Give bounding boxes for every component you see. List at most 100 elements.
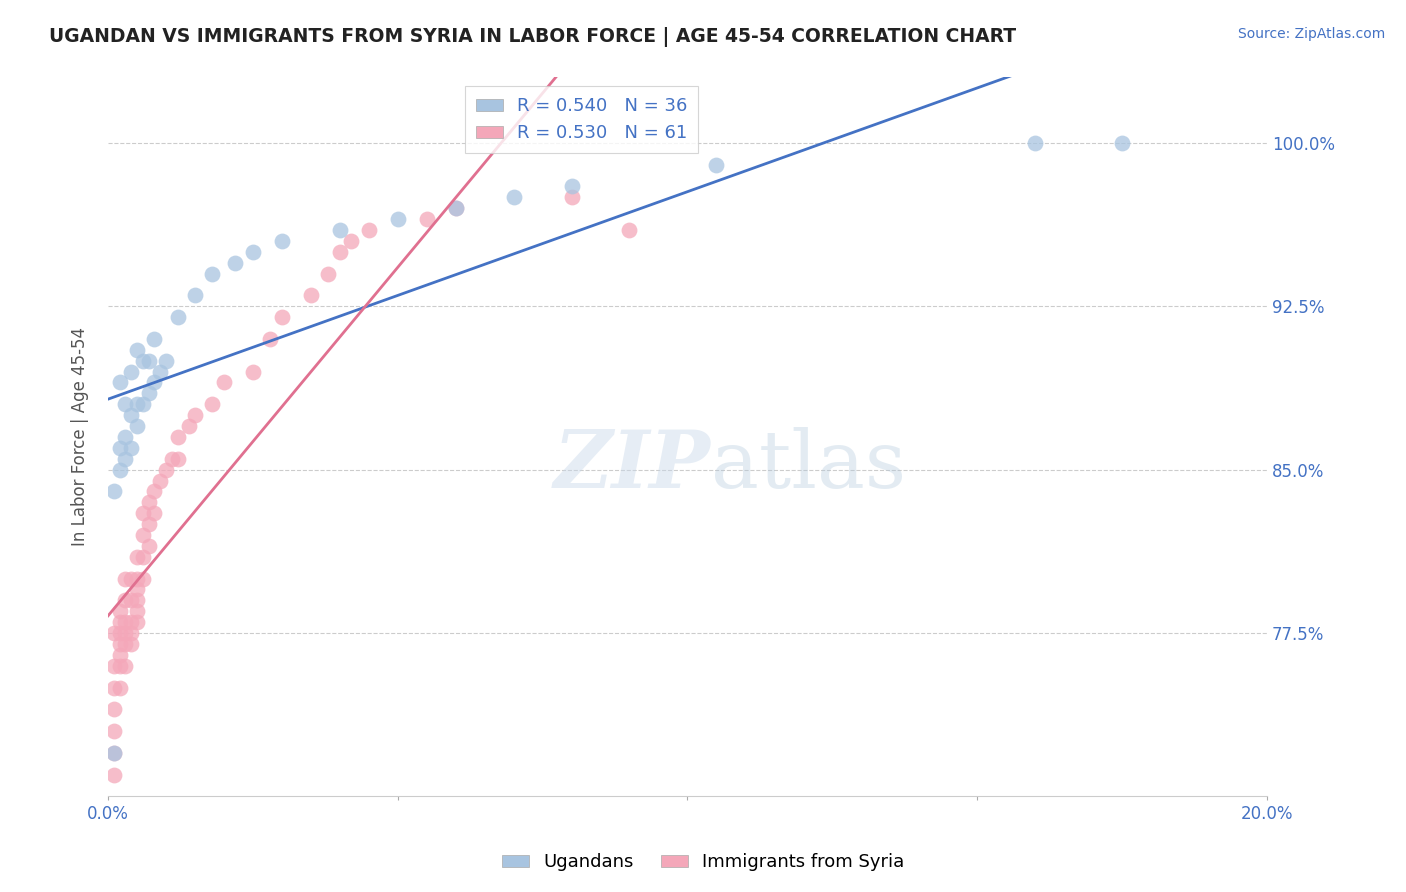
Point <box>201 397 224 411</box>
Point <box>619 223 641 237</box>
Point <box>138 386 160 401</box>
Point <box>357 223 380 237</box>
Point <box>114 637 136 651</box>
Point <box>706 158 728 172</box>
Point <box>138 353 160 368</box>
Legend: R = 0.540   N = 36, R = 0.530   N = 61: R = 0.540 N = 36, R = 0.530 N = 61 <box>465 87 699 153</box>
Point <box>114 626 136 640</box>
Point <box>138 517 160 532</box>
Point <box>108 462 131 476</box>
Point <box>120 593 142 607</box>
Point <box>108 648 131 662</box>
Text: atlas: atlas <box>710 426 905 505</box>
Text: UGANDAN VS IMMIGRANTS FROM SYRIA IN LABOR FORCE | AGE 45-54 CORRELATION CHART: UGANDAN VS IMMIGRANTS FROM SYRIA IN LABO… <box>49 27 1017 46</box>
Point <box>132 353 155 368</box>
Point <box>108 376 131 390</box>
Point <box>561 179 583 194</box>
Point <box>166 310 188 325</box>
Point <box>143 332 166 346</box>
Point <box>108 626 131 640</box>
Point <box>125 397 148 411</box>
Y-axis label: In Labor Force | Age 45-54: In Labor Force | Age 45-54 <box>72 327 89 547</box>
Point <box>270 234 292 248</box>
Point <box>108 637 131 651</box>
Point <box>179 419 201 434</box>
Text: Source: ZipAtlas.com: Source: ZipAtlas.com <box>1237 27 1385 41</box>
Point <box>224 255 246 269</box>
Point <box>184 408 207 422</box>
Point <box>201 267 224 281</box>
Point <box>125 604 148 618</box>
Point <box>108 681 131 695</box>
Point <box>155 353 177 368</box>
Point <box>108 615 131 629</box>
Point <box>340 234 363 248</box>
Point <box>132 549 155 564</box>
Point <box>143 484 166 499</box>
Point <box>1111 136 1133 150</box>
Point <box>132 572 155 586</box>
Point <box>143 376 166 390</box>
Point <box>108 658 131 673</box>
Point <box>166 430 188 444</box>
Point <box>299 288 322 302</box>
Point <box>103 484 125 499</box>
Point <box>125 582 148 597</box>
Point <box>103 681 125 695</box>
Point <box>125 593 148 607</box>
Point <box>114 451 136 466</box>
Text: ZIP: ZIP <box>554 427 710 505</box>
Point <box>103 746 125 760</box>
Point <box>166 451 188 466</box>
Point <box>444 201 467 215</box>
Point <box>103 702 125 716</box>
Point <box>120 408 142 422</box>
Point <box>120 637 142 651</box>
Legend: Ugandans, Immigrants from Syria: Ugandans, Immigrants from Syria <box>495 847 911 879</box>
Point <box>114 572 136 586</box>
Point <box>387 212 409 227</box>
Point <box>114 430 136 444</box>
Point <box>132 528 155 542</box>
Point <box>132 397 155 411</box>
Point <box>120 615 142 629</box>
Point <box>149 474 172 488</box>
Point <box>103 746 125 760</box>
Point <box>108 604 131 618</box>
Point <box>143 506 166 520</box>
Point <box>114 593 136 607</box>
Point <box>103 658 125 673</box>
Point <box>132 506 155 520</box>
Point <box>561 190 583 204</box>
Point <box>120 626 142 640</box>
Point <box>125 343 148 357</box>
Point <box>329 244 352 259</box>
Point <box>103 626 125 640</box>
Point <box>138 539 160 553</box>
Point <box>125 419 148 434</box>
Point <box>329 223 352 237</box>
Point <box>125 572 148 586</box>
Point <box>184 288 207 302</box>
Point <box>120 572 142 586</box>
Point <box>120 365 142 379</box>
Point <box>1024 136 1046 150</box>
Point <box>270 310 292 325</box>
Point <box>155 462 177 476</box>
Point <box>108 441 131 455</box>
Point <box>114 658 136 673</box>
Point <box>125 549 148 564</box>
Point <box>444 201 467 215</box>
Point <box>212 376 235 390</box>
Point <box>120 441 142 455</box>
Point <box>316 267 339 281</box>
Point <box>114 397 136 411</box>
Point <box>415 212 437 227</box>
Point <box>149 365 172 379</box>
Point <box>138 495 160 509</box>
Point <box>125 615 148 629</box>
Point <box>103 767 125 781</box>
Point <box>103 724 125 739</box>
Point <box>242 244 264 259</box>
Point <box>242 365 264 379</box>
